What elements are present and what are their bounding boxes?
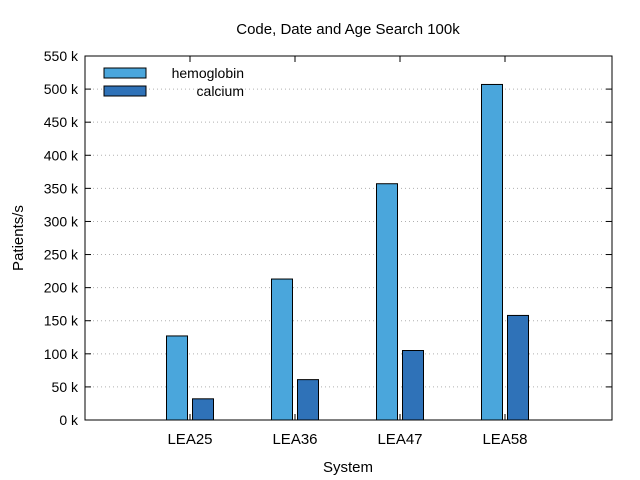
plot-frame bbox=[84, 55, 613, 421]
y-tick-label: 450 k bbox=[44, 114, 79, 130]
y-axis-label: Patients/s bbox=[10, 205, 27, 271]
x-tick-label: LEA36 bbox=[272, 431, 317, 448]
legend-label-hemoglobin: hemoglobin bbox=[172, 65, 244, 81]
x-tick-label: LEA58 bbox=[482, 431, 527, 448]
bar-hemoglobin-LEA25 bbox=[166, 335, 188, 421]
y-tick-label: 350 k bbox=[44, 180, 79, 196]
y-tick-label: 550 k bbox=[44, 48, 79, 64]
y-tick-label: 300 k bbox=[44, 213, 79, 229]
y-tick-label: 400 k bbox=[44, 147, 79, 163]
bar-hemoglobin-LEA58 bbox=[481, 83, 503, 421]
bar-calcium-LEA47 bbox=[402, 350, 424, 421]
y-tick-label: 0 k bbox=[59, 412, 79, 428]
y-tick-label: 500 k bbox=[44, 81, 79, 97]
bar-calcium-LEA25 bbox=[192, 398, 214, 421]
y-axis: 0 k 50 k 100 k 150 k 200 k 250 k 300 k 350 k 400… bbox=[44, 48, 612, 428]
bar-calcium-LEA36 bbox=[297, 379, 319, 421]
bar-hemoglobin-LEA47 bbox=[376, 183, 398, 421]
x-axis: LEA25 LEA36 LEA47 LEA58 bbox=[167, 56, 528, 448]
legend-label-calcium: calcium bbox=[197, 83, 244, 99]
x-axis-label: System bbox=[323, 459, 373, 476]
y-tick-label: 150 k bbox=[44, 313, 79, 329]
legend: hemoglobin calcium bbox=[103, 65, 244, 99]
legend-swatch-calcium bbox=[103, 85, 147, 97]
chart-title: Code, Date and Age Search 100k bbox=[236, 21, 460, 38]
bars-layer bbox=[166, 83, 529, 421]
y-tick-label: 50 k bbox=[52, 379, 79, 395]
bar-calcium-LEA58 bbox=[507, 314, 529, 421]
grid-lines bbox=[85, 88, 612, 388]
x-tick-label: LEA47 bbox=[377, 431, 422, 448]
y-tick-label: 100 k bbox=[44, 346, 79, 362]
bar-hemoglobin-LEA36 bbox=[271, 278, 293, 421]
x-tick-label: LEA25 bbox=[167, 431, 212, 448]
y-tick-label: 200 k bbox=[44, 280, 79, 296]
legend-swatch-hemoglobin bbox=[103, 67, 147, 79]
y-tick-label: 250 k bbox=[44, 247, 79, 263]
